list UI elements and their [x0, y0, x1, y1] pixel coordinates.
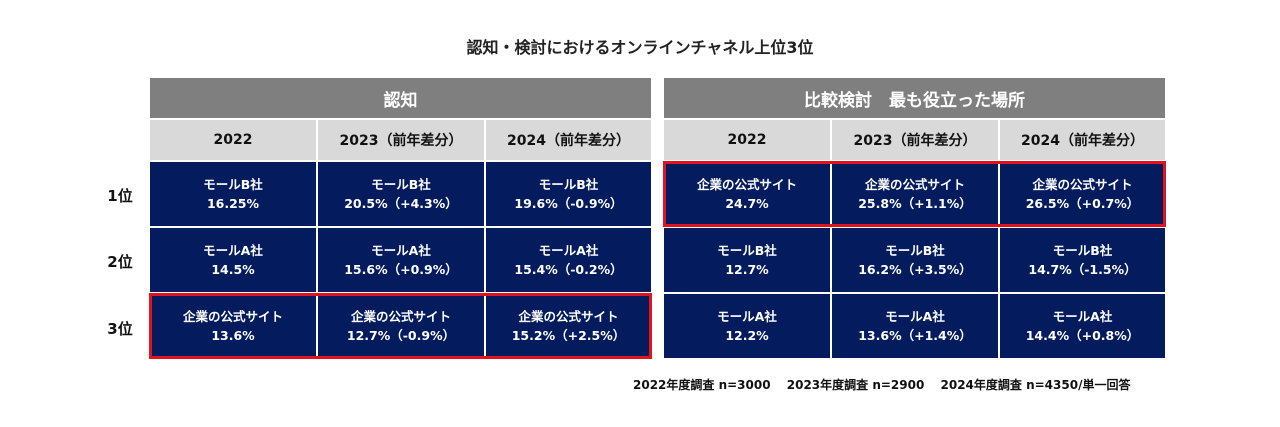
comparison-table: 比較検討 最も役立った場所 2022 2023（前年差分） 2024（前年差分） 企業の…	[663, 78, 1166, 358]
channel-value: 13.6%（+1.4%）	[858, 328, 972, 343]
table-cell: モールA社 15.4%（-0.2%）	[486, 228, 651, 292]
channel-name: 企業の公式サイト	[182, 309, 283, 324]
table-cell: 企業の公式サイト 26.5%（+0.7%）	[1000, 162, 1165, 226]
table-row: モールB社 16.25% モールB社 20.5%（+4.3%） モールB社 19.6%（-…	[150, 162, 651, 226]
table-cell: モールB社 19.6%（-0.9%）	[486, 162, 651, 226]
table-row: モールB社 12.7% モールB社 16.2%（+3.5%） モールB社 14.7%（-1…	[664, 228, 1165, 292]
survey-note: 2022年度調査 n=3000 2023年度調査 n=2900 2024年度調査…	[633, 378, 1131, 392]
awareness-table: 認知 2022 2023（前年差分） 2024（前年差分） モールB社 16.25% モール…	[149, 78, 652, 359]
table-cell: 企業の公式サイト 12.7%（-0.9%）	[318, 294, 484, 358]
channel-value: 13.6%	[211, 328, 255, 343]
table-cell: モールB社 16.2%（+3.5%）	[832, 228, 998, 292]
channel-name: モールB社	[885, 243, 945, 258]
channel-name: モールA社	[538, 243, 599, 258]
year-header: 2023（前年差分）	[318, 120, 484, 160]
channel-name: 企業の公式サイト	[350, 309, 451, 324]
table-cell: モールB社 12.7%	[664, 228, 830, 292]
channel-value: 25.8%（+1.1%）	[858, 196, 972, 211]
table-cell: モールA社 14.4%（+0.8%）	[1000, 294, 1165, 358]
channel-value: 24.7%	[725, 196, 769, 211]
table-cell: モールB社 14.7%（-1.5%）	[1000, 228, 1165, 292]
table-cell: モールB社 16.25%	[150, 162, 316, 226]
table-header: 認知	[150, 78, 651, 118]
channel-value: 26.5%（+0.7%）	[1025, 196, 1140, 211]
channel-value: 12.2%	[725, 328, 769, 343]
channel-name: モールB社	[1052, 243, 1113, 258]
table-cell: モールB社 20.5%（+4.3%）	[318, 162, 484, 226]
channel-name: 企業の公式サイト	[696, 177, 797, 192]
channel-value: 15.6%（+0.9%）	[344, 262, 458, 277]
year-header: 2023（前年差分）	[832, 120, 998, 160]
channel-value: 15.4%（-0.2%）	[514, 262, 623, 277]
year-row: 2022 2023（前年差分） 2024（前年差分）	[150, 120, 651, 160]
table-cell: モールA社 13.6%（+1.4%）	[832, 294, 998, 358]
table-cell: モールA社 12.2%	[664, 294, 830, 358]
table-cell: 企業の公式サイト 13.6%	[150, 294, 316, 358]
table-row: 企業の公式サイト 24.7% 企業の公式サイト 25.8%（+1.1%） 企業の公式サイ…	[663, 161, 1166, 227]
year-header: 2024（前年差分）	[486, 120, 651, 160]
channel-value: 12.7%（-0.9%）	[346, 328, 456, 343]
page-title: 認知・検討におけるオンラインチャネル上位3位	[466, 38, 814, 57]
channel-name: モールB社	[203, 177, 263, 192]
year-header: 2024（前年差分）	[1000, 120, 1165, 160]
table-row: モールA社 14.5% モールA社 15.6%（+0.9%） モールA社 15.4%（-0…	[150, 228, 651, 292]
channel-name: 企業の公式サイト	[864, 177, 965, 192]
table-cell: 企業の公式サイト 15.2%（+2.5%）	[486, 294, 651, 358]
channel-name: モールA社	[371, 243, 431, 258]
year-header: 2022	[664, 120, 830, 160]
channel-value: 14.5%	[211, 262, 255, 277]
channel-value: 16.2%（+3.5%）	[858, 262, 972, 277]
rank-label-2: 2位	[107, 253, 133, 271]
channel-name: 企業の公式サイト	[518, 309, 619, 324]
rank-label-3: 3位	[107, 320, 133, 338]
table-cell: モールA社 14.5%	[150, 228, 316, 292]
year-header: 2022	[150, 120, 316, 160]
channel-value: 14.4%（+0.8%）	[1025, 328, 1140, 343]
channel-name: モールA社	[1052, 309, 1113, 324]
table-cell: 企業の公式サイト 25.8%（+1.1%）	[832, 162, 998, 226]
table-header: 比較検討 最も役立った場所	[664, 78, 1165, 118]
channel-value: 19.6%（-0.9%）	[514, 196, 623, 211]
channel-value: 15.2%（+2.5%）	[511, 328, 626, 343]
channel-name: モールB社	[371, 177, 431, 192]
channel-value: 16.25%	[206, 196, 260, 211]
channel-name: モールB社	[717, 243, 777, 258]
channel-name: モールB社	[538, 177, 599, 192]
channel-value: 20.5%（+4.3%）	[344, 196, 458, 211]
table-cell: 企業の公式サイト 24.7%	[664, 162, 830, 226]
channel-value: 14.7%（-1.5%）	[1028, 262, 1137, 277]
channel-name: モールA社	[885, 309, 945, 324]
table-cell: モールA社 15.6%（+0.9%）	[318, 228, 484, 292]
channel-name: モールA社	[717, 309, 777, 324]
rank-label-1: 1位	[107, 187, 133, 205]
channel-value: 12.7%	[725, 262, 769, 277]
table-row: 企業の公式サイト 13.6% 企業の公式サイト 12.7%（-0.9%） 企業の公式サイ…	[149, 293, 652, 359]
table-row: モールA社 12.2% モールA社 13.6%（+1.4%） モールA社 14.4%（+0…	[664, 294, 1165, 358]
channel-name: モールA社	[203, 243, 263, 258]
channel-name: 企業の公式サイト	[1032, 177, 1133, 192]
year-row: 2022 2023（前年差分） 2024（前年差分）	[664, 120, 1165, 160]
